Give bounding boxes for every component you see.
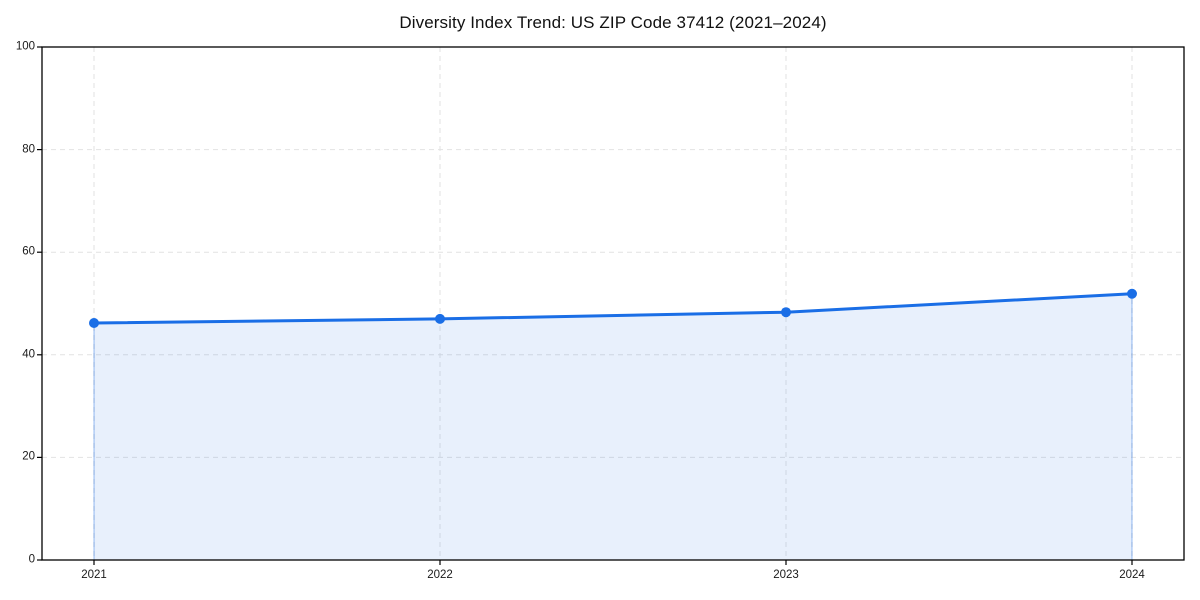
y-tick-label: 40 — [22, 348, 35, 361]
x-tick-label: 2021 — [81, 569, 107, 581]
x-tick-label: 2024 — [1119, 569, 1145, 581]
y-tick-label: 100 — [15, 40, 35, 53]
data-point-marker — [89, 317, 99, 328]
x-tick-label: 2022 — [427, 569, 453, 581]
area-fill — [94, 293, 1132, 560]
x-tick-label: 2023 — [773, 569, 799, 581]
plot-border — [41, 46, 1185, 561]
data-point-marker — [781, 307, 791, 318]
chart-title: Diversity Index Trend: US ZIP Code 37412… — [399, 13, 827, 32]
y-tick-label: 20 — [22, 450, 35, 463]
y-tick-label: 80 — [22, 142, 35, 155]
y-tick-label: 0 — [28, 553, 35, 566]
data-point-marker — [435, 313, 445, 324]
trend-line — [92, 292, 1134, 325]
data-point-marker — [1127, 288, 1137, 299]
y-tick-label: 60 — [22, 245, 35, 258]
